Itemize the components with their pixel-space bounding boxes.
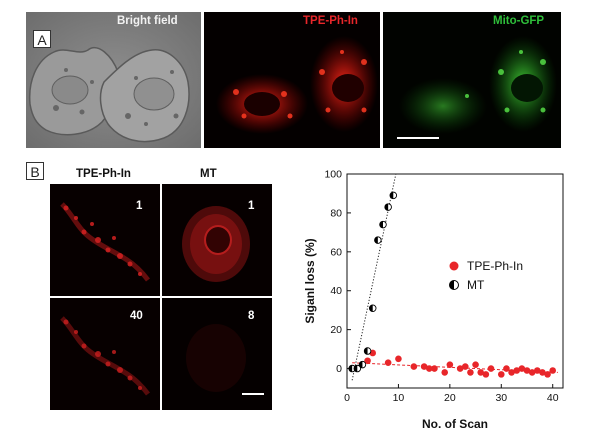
scan-label-tpe-1: 1 xyxy=(136,200,143,212)
panel-a-label: A xyxy=(33,30,51,48)
x-tick-label: 40 xyxy=(547,392,559,404)
data-point-tpe-ph-in xyxy=(446,361,454,368)
x-tick-label: 0 xyxy=(344,392,350,404)
y-tick-label: 80 xyxy=(330,207,342,219)
bright-field-label: Bright field xyxy=(117,15,178,27)
y-tick-label: 40 xyxy=(330,285,342,297)
data-point-tpe-ph-in xyxy=(472,361,479,368)
data-point-tpe-ph-in xyxy=(477,369,485,376)
panel-b-label: B xyxy=(26,162,44,180)
mito-gfp-fluorescence-image xyxy=(383,12,561,148)
legend-label-tpe-ph-in: TPE-Ph-In xyxy=(467,259,523,273)
data-point-mt xyxy=(379,220,387,229)
data-point-tpe-ph-in xyxy=(508,369,515,376)
data-point-tpe-ph-in xyxy=(456,365,464,372)
data-point-tpe-ph-in xyxy=(395,355,402,363)
signal-loss-chart: 0 20 40 60 80 100 0 10 20 30 40 Siganl loss (%) N… xyxy=(303,169,564,431)
data-point-mt xyxy=(358,360,367,369)
scan-label-mt-1: 1 xyxy=(248,200,255,212)
x-tick-label: 10 xyxy=(393,392,405,404)
plot-frame xyxy=(346,173,564,389)
tpe-ph-in-fluorescence-image xyxy=(204,12,380,148)
data-point-tpe-ph-in xyxy=(518,365,526,372)
mito-gfp-label: Mito-GFP xyxy=(493,15,545,27)
data-point-tpe-ph-in xyxy=(544,371,551,378)
data-point-mt xyxy=(368,304,377,312)
data-point-tpe-ph-in xyxy=(364,357,371,365)
column-header-tpe-ph-in: TPE-Ph-In xyxy=(76,168,131,180)
tpe-ph-in-scan-40-image xyxy=(50,298,160,410)
legend-marker-mt xyxy=(449,280,459,290)
data-point-tpe-ph-in xyxy=(523,367,531,374)
legend: TPE-Ph-In MT xyxy=(449,259,523,292)
data-point-tpe-ph-in xyxy=(441,369,449,376)
data-point-mt xyxy=(389,191,398,200)
data-point-tpe-ph-in xyxy=(539,369,546,376)
data-point-tpe-ph-in xyxy=(482,371,490,378)
data-point-tpe-ph-in xyxy=(384,359,392,367)
tpe-ph-in-label: TPE-Ph-In xyxy=(303,15,358,27)
column-header-mt: MT xyxy=(200,168,217,180)
data-point-tpe-ph-in xyxy=(420,363,428,370)
legend-marker-tpe-ph-in xyxy=(449,261,459,271)
data-point-tpe-ph-in xyxy=(549,367,557,374)
data-point-tpe-ph-in xyxy=(497,371,505,378)
x-tick-label: 30 xyxy=(495,392,507,404)
data-point-tpe-ph-in xyxy=(467,369,474,376)
data-point-tpe-ph-in xyxy=(431,365,438,372)
mt-scan-1-image xyxy=(162,184,272,296)
x-tick-label: 20 xyxy=(444,392,456,404)
scan-label-tpe-40: 40 xyxy=(130,310,143,322)
legend-label-mt: MT xyxy=(467,278,485,292)
y-tick-label: 100 xyxy=(324,169,342,181)
data-point-tpe-ph-in xyxy=(461,363,469,370)
data-point-tpe-ph-in xyxy=(533,367,541,374)
tpe-ph-in-scan-1-image xyxy=(50,184,160,296)
bright-field-image xyxy=(26,12,201,148)
data-point-tpe-ph-in xyxy=(425,365,433,372)
y-tick-label: 0 xyxy=(336,363,342,375)
data-point-tpe-ph-in xyxy=(503,365,510,372)
trend-line-mt xyxy=(351,173,397,381)
data-point-mt xyxy=(374,236,382,244)
data-point-mt xyxy=(363,347,372,355)
data-point-tpe-ph-in xyxy=(528,369,536,376)
data-point-mt xyxy=(384,203,392,211)
data-point-tpe-ph-in xyxy=(513,367,521,374)
data-point-mt xyxy=(353,364,362,373)
scan-label-mt-8: 8 xyxy=(248,310,255,322)
y-tick-label: 20 xyxy=(330,324,342,336)
y-axis-title: Siganl loss (%) xyxy=(303,238,317,323)
data-point-tpe-ph-in xyxy=(410,363,418,370)
mt-scan-8-image xyxy=(162,298,272,410)
y-tick-label: 60 xyxy=(330,246,342,258)
x-axis-title: No. of Scan xyxy=(422,417,488,431)
data-point-tpe-ph-in xyxy=(487,365,495,372)
